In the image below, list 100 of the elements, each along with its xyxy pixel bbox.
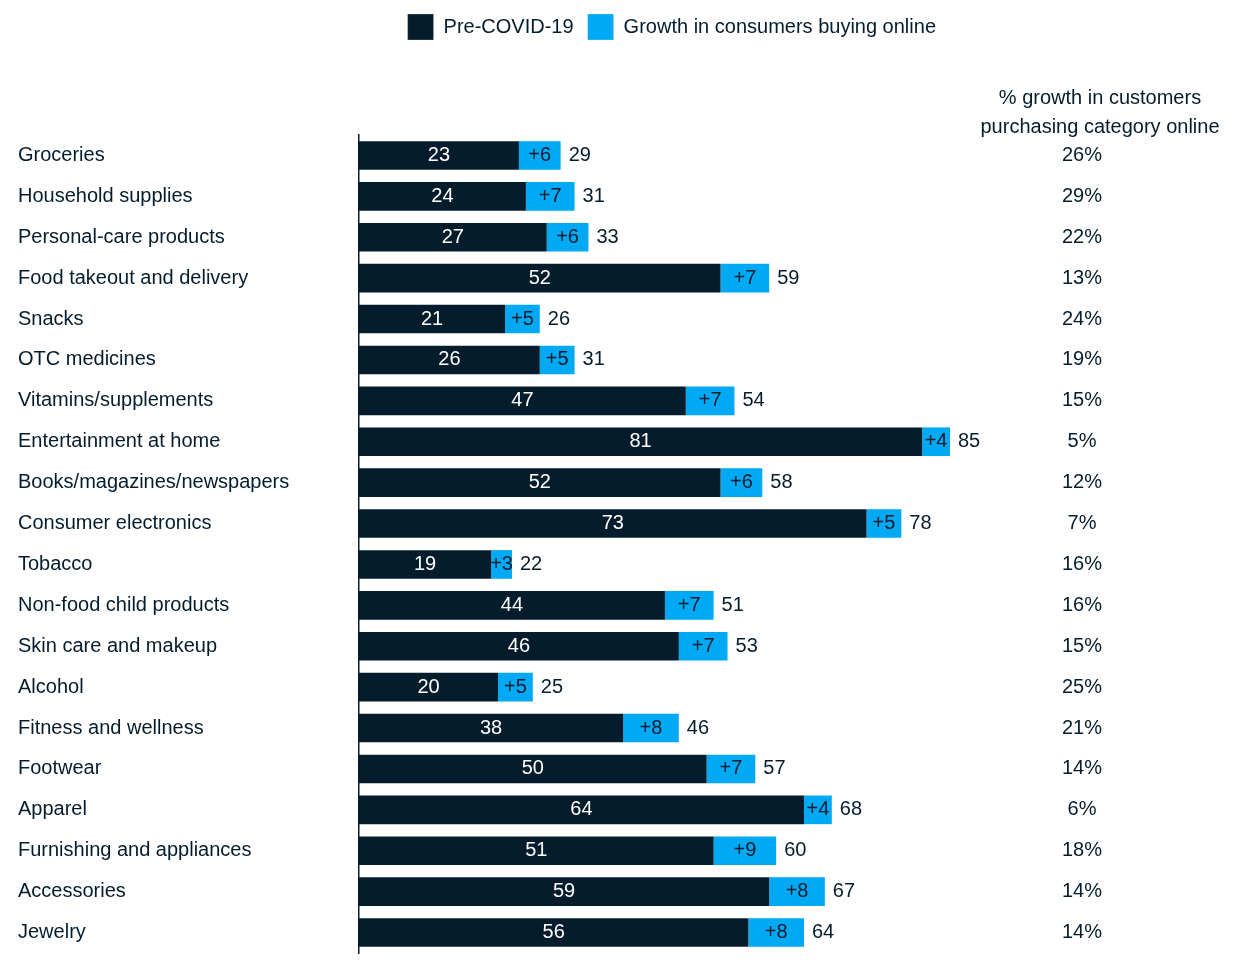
total-label: 68 [839, 797, 863, 820]
total-label: 58 [770, 470, 793, 493]
text: 21% [1061, 715, 1103, 738]
data-label: 50 [521, 756, 544, 779]
total-label: 25 [540, 674, 564, 697]
total-label: 59 [777, 265, 800, 288]
text: 22% [1061, 224, 1103, 247]
text: 16% [1061, 592, 1103, 615]
total-label: 67 [832, 879, 856, 902]
y-tick-label: Personal-care products [18, 224, 225, 247]
data-label: +5 [504, 674, 527, 697]
data-label: 21 [420, 306, 444, 329]
total-label: 57 [763, 756, 786, 779]
data-label: 81 [629, 429, 652, 452]
text: % growth in customers purchasing category online [980, 85, 1220, 137]
text: 6% [1067, 797, 1097, 820]
data-label: 24 [431, 183, 454, 206]
data-label: 51 [525, 838, 548, 861]
data-label: 52 [528, 470, 551, 493]
data-label: +9 [733, 838, 757, 861]
total-label: 53 [735, 633, 758, 656]
text: 12% [1061, 470, 1103, 493]
data-label: +5 [872, 511, 896, 534]
data-label: 73 [601, 511, 624, 534]
data-label: +7 [719, 756, 743, 779]
text: 13% [1061, 265, 1103, 288]
bar [678, 631, 728, 661]
data-label: +7 [698, 388, 722, 411]
y-tick-label: Food takeout and delivery [18, 265, 249, 288]
data-label: 64 [570, 797, 593, 820]
text: 15% [1061, 388, 1103, 411]
y-tick-label: Alcohol [18, 674, 84, 697]
total-label: 26 [547, 306, 571, 329]
total-label: 22 [519, 551, 543, 574]
total-label: 60 [784, 838, 807, 861]
y-tick-label: OTC medicines [18, 347, 156, 370]
data-label: +3 [490, 551, 513, 574]
data-label: 44 [500, 592, 524, 615]
text: 26% [1061, 142, 1103, 165]
data-label: +6 [556, 224, 579, 247]
data-label: +8 [785, 879, 809, 902]
y-tick-label: Household supplies [18, 183, 193, 206]
data-label: +7 [733, 265, 757, 288]
y-tick-label: Apparel [18, 797, 87, 820]
total-label: 51 [721, 592, 744, 615]
bar [769, 877, 825, 906]
total-label: 31 [582, 183, 605, 206]
data-label: 26 [438, 347, 461, 370]
y-tick-label: Jewelry [18, 920, 86, 943]
bar [525, 182, 575, 211]
total-label: 31 [582, 347, 605, 370]
data-label: 52 [528, 265, 551, 288]
y-tick-label: Entertainment at home [18, 429, 221, 452]
text: 14% [1061, 756, 1103, 779]
data-label: 56 [542, 920, 565, 943]
data-label: 19 [413, 551, 437, 574]
data-label: 59 [552, 879, 576, 902]
text: 5% [1067, 429, 1097, 452]
data-label: +4 [806, 797, 830, 820]
data-label: 38 [479, 715, 503, 738]
y-tick-label: Non-food child products [18, 592, 230, 615]
text: 29% [1061, 183, 1103, 206]
text: 19% [1061, 347, 1103, 370]
data-label: +7 [538, 183, 562, 206]
data-label: +6 [730, 470, 753, 493]
text: 14% [1061, 879, 1103, 902]
text: 15% [1061, 633, 1103, 656]
y-tick-label: Snacks [18, 306, 84, 329]
y-tick-label: Vitamins/supplements [18, 388, 214, 411]
y-tick-label: Fitness and wellness [18, 715, 204, 738]
total-label: 29 [568, 142, 591, 165]
y-tick-label: Furnishing and appliances [18, 838, 252, 861]
bar [664, 591, 714, 620]
total-label: 33 [596, 224, 619, 247]
text: 14% [1061, 920, 1103, 943]
data-label: 46 [507, 633, 531, 656]
text: 7% [1067, 511, 1097, 534]
total-label: 64 [811, 920, 835, 943]
total-label: 78 [909, 511, 932, 534]
y-tick-label: Tobacco [18, 551, 93, 574]
data-label: 20 [417, 674, 440, 697]
total-label: 54 [742, 388, 765, 411]
data-label: 27 [441, 224, 464, 247]
y-tick-label: Books/magazines/newspapers [18, 470, 290, 493]
text: 25% [1061, 674, 1103, 697]
legend-label: Pre-COVID-19 [443, 14, 574, 37]
data-label: +5 [510, 306, 534, 329]
text: 24% [1061, 306, 1103, 329]
text: 16% [1061, 551, 1103, 574]
data-label: +8 [764, 920, 788, 943]
bar [748, 918, 804, 947]
data-label: +6 [528, 142, 552, 165]
y-tick-label: Groceries [18, 142, 105, 165]
data-label: +8 [639, 715, 663, 738]
data-label: +7 [677, 592, 701, 615]
data-label: 47 [511, 388, 534, 411]
y-tick-label: Accessories [18, 879, 126, 902]
y-tick-label: Footwear [18, 756, 102, 779]
total-label: 46 [686, 715, 710, 738]
bar [518, 141, 561, 170]
